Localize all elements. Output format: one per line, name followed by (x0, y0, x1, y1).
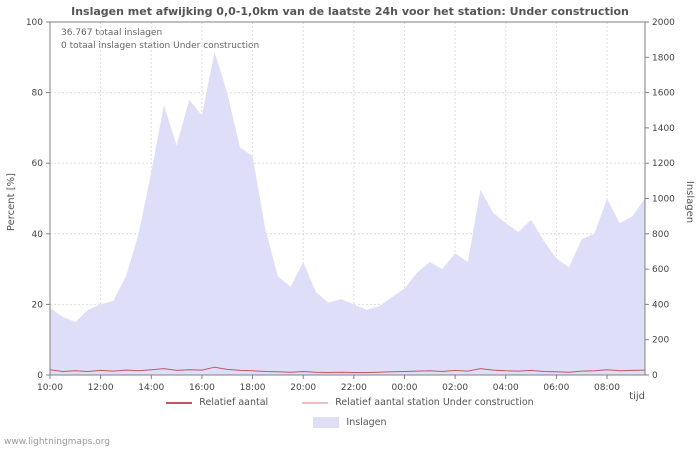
x-tick-label: 14:00 (138, 383, 164, 393)
x-axis-label: tijd (629, 391, 645, 402)
x-tick-label: 00:00 (391, 383, 417, 393)
y-tick-label-right: 600 (652, 265, 669, 275)
legend-item-inslagen: Inslagen (313, 417, 387, 428)
y-tick-label-right: 1000 (652, 195, 675, 205)
x-tick-label: 20:00 (290, 383, 316, 393)
x-tick-label: 06:00 (543, 383, 569, 393)
legend-item-relatief-aantal: Relatief aantal (166, 397, 268, 408)
y-tick-label-right: 1800 (652, 53, 675, 63)
legend-line-swatch-red (166, 401, 193, 404)
y-tick-label-right: 1200 (652, 159, 675, 169)
chart-legend: Relatief aantal Relatief aantal station … (0, 397, 700, 428)
chart-title: Inslagen met afwijking 0,0-1,0km van de … (71, 5, 629, 18)
y-tick-label-right: 1600 (652, 89, 675, 99)
watermark-link[interactable]: www.lightningmaps.org (4, 437, 110, 447)
y-tick-label-right: 400 (652, 300, 669, 310)
x-tick-label: 08:00 (594, 383, 620, 393)
legend-row-2: Inslagen (313, 417, 387, 428)
x-tick-label: 10:00 (37, 383, 63, 393)
legend-label: Relatief aantal station Under constructi… (335, 397, 534, 408)
y-tick-label-right: 0 (652, 371, 658, 381)
y-tick-label-right: 1400 (652, 124, 675, 134)
legend-label: Relatief aantal (199, 397, 269, 408)
y-tick-label-right: 200 (652, 336, 669, 346)
y-tick-label-left: 100 (26, 18, 43, 28)
y-tick-label-left: 0 (37, 371, 43, 381)
series-line-relatief-aantal (49, 366, 646, 374)
y-tick-label-right: 2000 (652, 18, 675, 28)
x-tick-label: 12:00 (88, 383, 114, 393)
legend-area-swatch (313, 417, 340, 428)
annotation-total-strikes: 36.767 totaal inslagen (61, 28, 163, 38)
legend-item-relatief-aantal-station: Relatief aantal station Under constructi… (302, 397, 534, 408)
x-tick-label: 02:00 (442, 383, 468, 393)
series-area-inslagen (50, 52, 645, 375)
y-tick-label-right: 800 (652, 230, 669, 240)
x-tick-label: 22:00 (341, 383, 367, 393)
y-tick-label-left: 20 (32, 300, 44, 310)
x-tick-label: 18:00 (240, 383, 266, 393)
legend-row-1: Relatief aantal Relatief aantal station … (166, 397, 534, 408)
x-tick-label: 16:00 (189, 383, 215, 393)
annotation-station-strikes: 0 totaal inslagen station Under construc… (61, 41, 260, 51)
legend-line-swatch-pink (302, 401, 329, 404)
legend-label: Inslagen (346, 417, 387, 428)
y-tick-label-left: 40 (32, 230, 44, 240)
x-tick-label: 04:00 (493, 383, 519, 393)
y-tick-label-left: 80 (32, 89, 44, 99)
y-tick-label-left: 60 (32, 159, 44, 169)
